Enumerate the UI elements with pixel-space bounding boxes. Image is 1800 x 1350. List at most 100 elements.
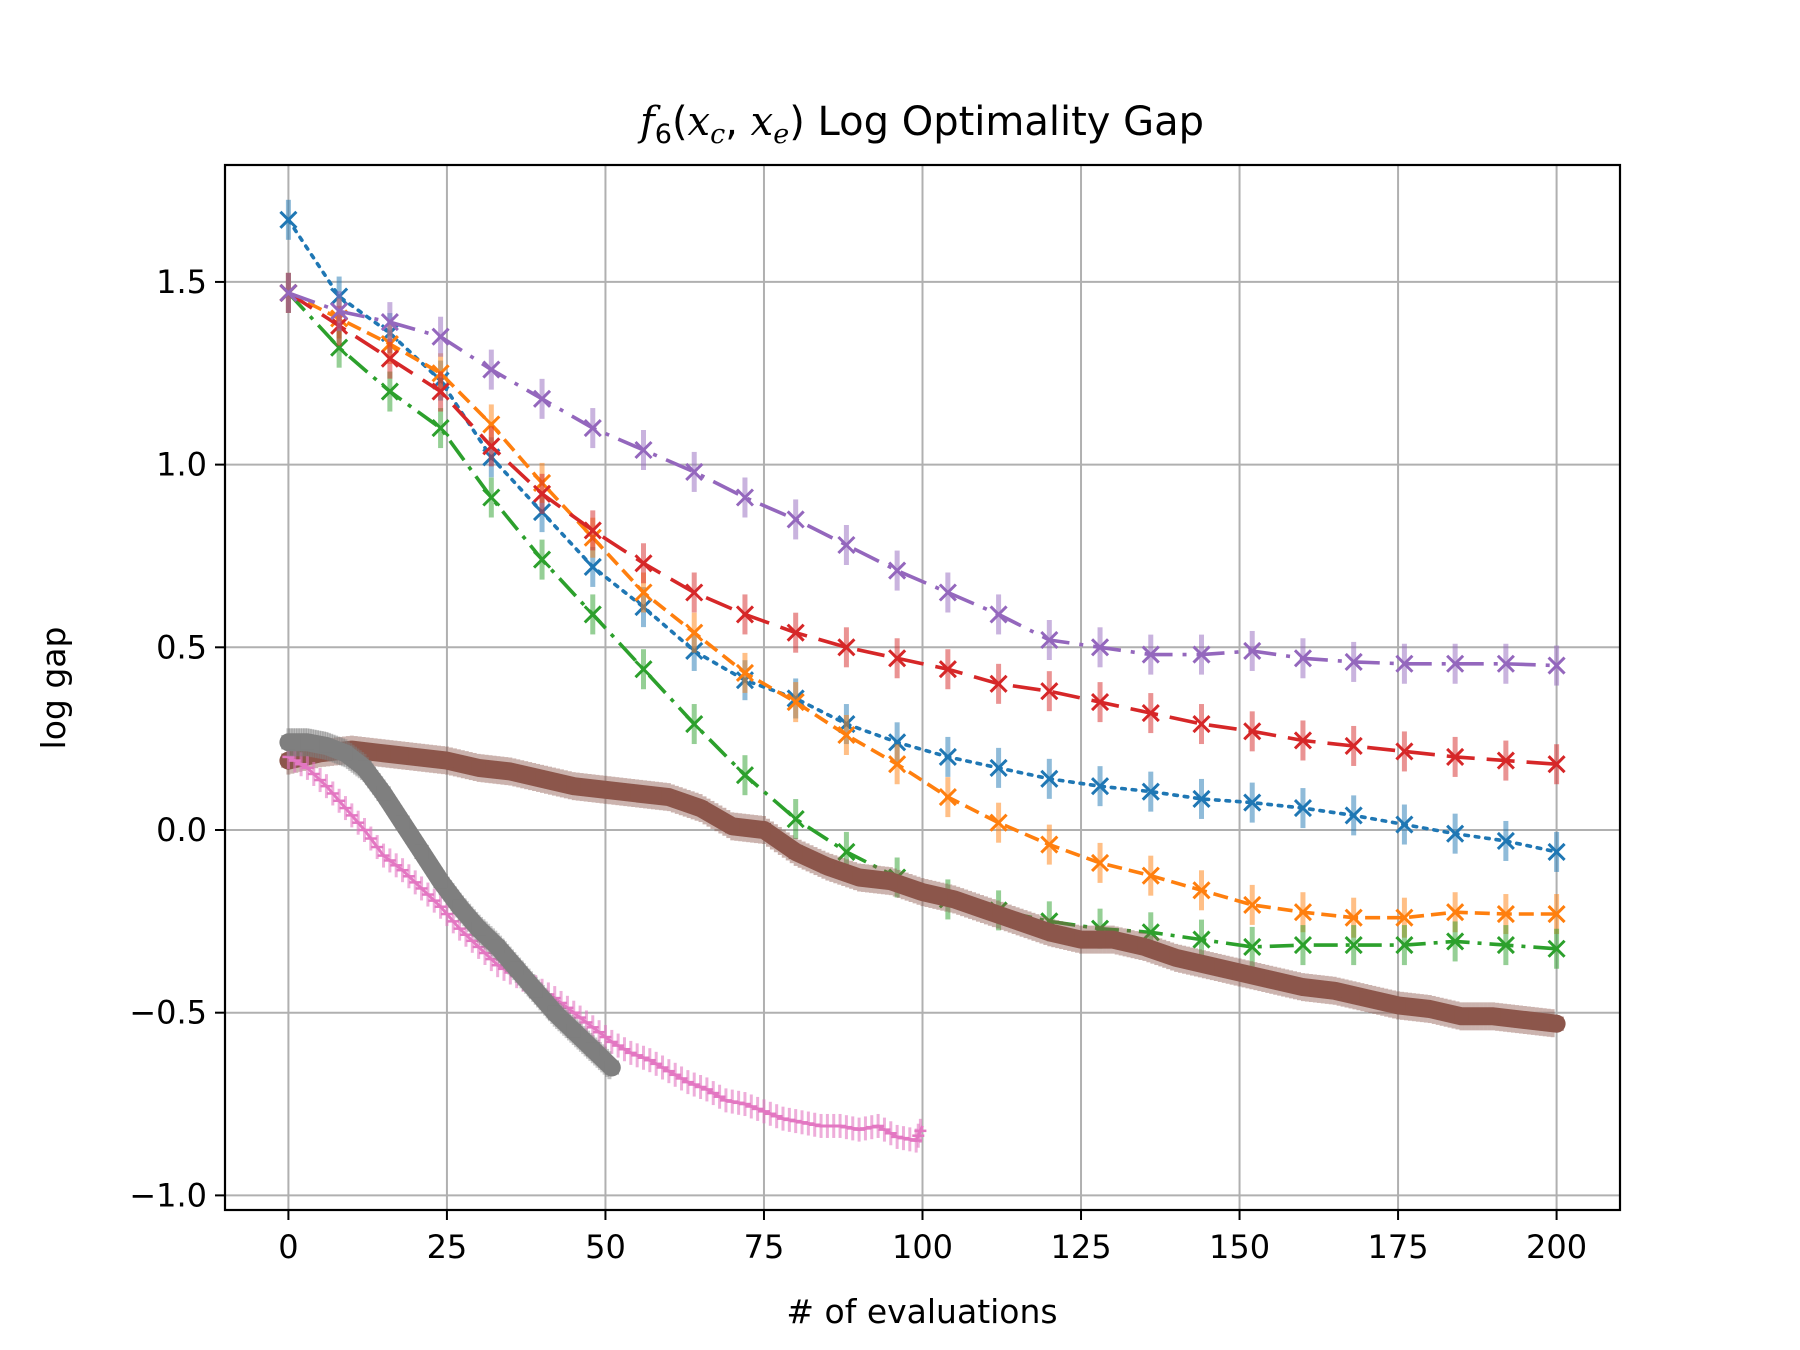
x-tick-label: 50 [585, 1228, 626, 1266]
series-3-point [1293, 731, 1313, 750]
series-1-point [482, 415, 501, 434]
series-2-point [1293, 936, 1313, 955]
series-2-point [1496, 936, 1515, 955]
series-3-point [1192, 714, 1211, 734]
series-0-point [1496, 831, 1515, 851]
y-tick-label: −1.0 [129, 1176, 207, 1214]
series-7-point [585, 1042, 600, 1057]
series-4-point [1090, 638, 1110, 657]
series-4 [279, 272, 1566, 686]
series-5-point [820, 859, 835, 874]
series-0-point [1141, 782, 1160, 801]
series-5-point [915, 885, 930, 900]
series-3-point [786, 623, 805, 642]
series-5-point [883, 874, 898, 889]
series-3-point [685, 583, 704, 602]
series-1-point [1547, 904, 1566, 924]
series-3-point [1040, 682, 1059, 701]
series-5-point [598, 782, 613, 797]
series-3-point [583, 521, 602, 540]
series-5-point [630, 786, 645, 801]
series-1-point [1446, 903, 1465, 922]
series-5-point [852, 870, 867, 885]
series-4-point [279, 283, 298, 302]
series-1-point [1395, 908, 1414, 927]
series-1-point [1040, 835, 1059, 854]
series-0-point [1040, 769, 1059, 788]
x-tick-label: 0 [278, 1228, 298, 1266]
series-5-point [1486, 1009, 1501, 1024]
series-3-point [532, 484, 552, 503]
title-sub-c: c [710, 119, 725, 150]
series-5-point [947, 892, 962, 907]
series-1-point [888, 755, 907, 774]
series-4-point [888, 561, 907, 580]
series-5-point [1105, 932, 1120, 947]
series-4-point [1192, 645, 1211, 664]
series-5-point [503, 764, 518, 779]
series-5-point [439, 753, 454, 768]
series-4-point [583, 419, 602, 438]
series-1-point [786, 693, 805, 712]
title-open-paren: ( [672, 99, 688, 145]
series-3-point [989, 674, 1008, 693]
series-7-point [357, 760, 372, 775]
series-3-point [1395, 742, 1414, 761]
series-7-point [490, 939, 505, 954]
series-2-point [735, 766, 755, 785]
y-tick-label: 0.5 [156, 628, 207, 666]
series-2-point [1395, 936, 1414, 955]
x-tick-label: 100 [892, 1228, 953, 1266]
series-1-point [735, 663, 755, 682]
series-2-point [431, 419, 450, 438]
series-0-point [583, 557, 602, 576]
series-2-point [1547, 939, 1566, 958]
y-axis: −1.0 −0.5 0.0 0.5 1.0 1.5 [129, 263, 225, 1214]
series-4-point [938, 583, 957, 602]
grid [225, 165, 1620, 1210]
series-3-point [1344, 736, 1363, 756]
x-tick-label: 175 [1368, 1228, 1429, 1266]
series-7-point [281, 735, 296, 750]
series-0-point [938, 747, 957, 766]
series-2-point [330, 338, 349, 357]
series-4-point [735, 488, 755, 507]
series-3-point [1141, 704, 1160, 723]
series-5-point [535, 771, 550, 786]
x-tick-label: 25 [427, 1228, 468, 1266]
series-7-point [471, 921, 486, 936]
x-axis: 0 25 50 75 100 125 150 175 200 [278, 1210, 1587, 1266]
series-5-point [661, 790, 676, 805]
series-2-point [1243, 937, 1262, 956]
title-comma: , [725, 99, 750, 145]
series-7 [279, 728, 621, 1080]
series-4-point [837, 535, 856, 555]
series-3-point [482, 437, 501, 456]
series-4-point [786, 510, 805, 529]
y-tick-label: 1.5 [156, 263, 207, 301]
series-5-point [1517, 1013, 1532, 1027]
series-7-point [509, 961, 524, 976]
series-2-point [1344, 936, 1363, 955]
series-5-point [1042, 925, 1057, 940]
series-4-point [482, 360, 501, 379]
series-1-point [1090, 853, 1110, 872]
series-1-point [837, 725, 856, 745]
series-4-point [1243, 641, 1262, 661]
series-5-point [1010, 914, 1025, 929]
series-1-line [287, 291, 1557, 920]
y-axis-label: log gap [34, 627, 73, 750]
series-4-point [989, 605, 1008, 624]
series-2-point [482, 488, 501, 507]
x-tick-label: 150 [1209, 1228, 1270, 1266]
series-5-point [1454, 1009, 1469, 1024]
series-2-point [1192, 930, 1211, 949]
series-4-point [1040, 630, 1059, 650]
y-tick-label: −0.5 [129, 994, 207, 1032]
series-3-point [1243, 722, 1262, 741]
title-close-paren: ) [789, 99, 805, 145]
x-tick-label: 75 [744, 1228, 785, 1266]
series-5-point [725, 819, 740, 834]
series-4-point [1547, 656, 1566, 675]
